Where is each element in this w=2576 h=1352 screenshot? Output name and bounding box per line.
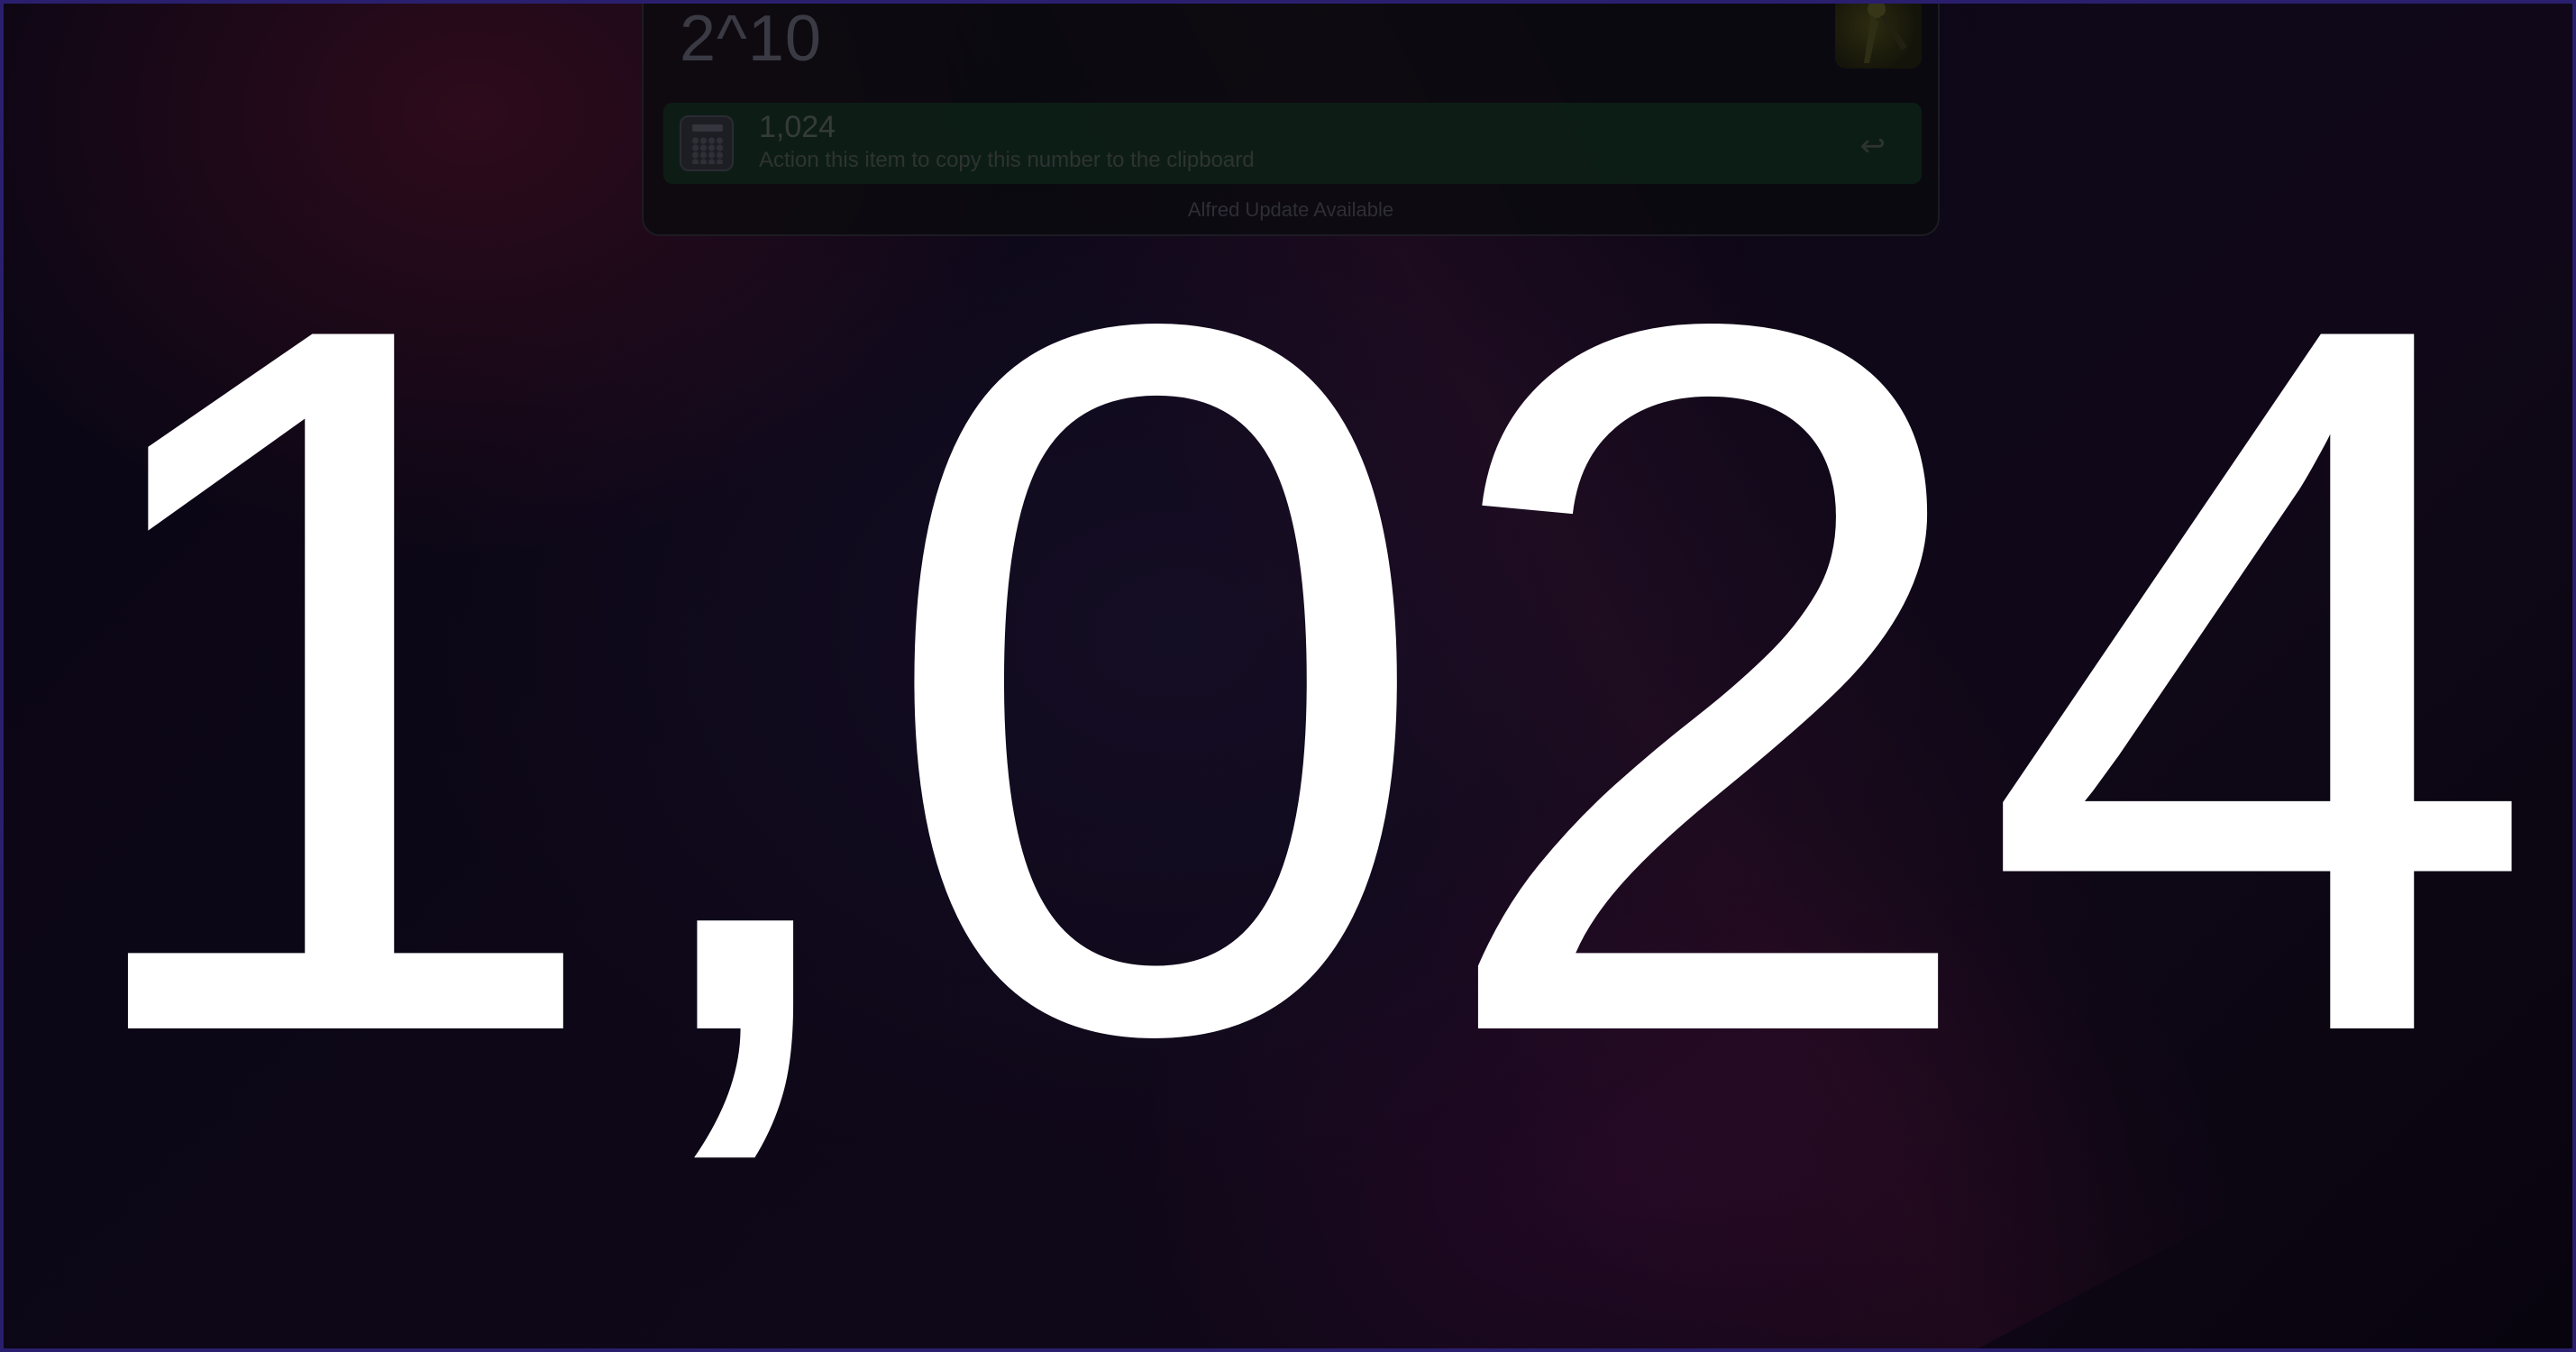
alfred-query-input[interactable]: 2^10: [680, 3, 822, 75]
update-available-link[interactable]: Alfred Update Available: [1187, 198, 1394, 221]
alfred-window: 2^10 1,024 Action this item to copy this…: [642, 3, 1940, 236]
result-subtitle: Action this item to copy this number to …: [759, 148, 1255, 172]
alfred-hat-icon: [1835, 4, 1922, 69]
result-row[interactable]: 1,024 Action this item to copy this numb…: [663, 103, 1922, 184]
large-type-result: 1,024: [50, 115, 2542, 1243]
calculator-icon: [680, 115, 734, 171]
result-title: 1,024: [759, 110, 836, 144]
return-key-icon: ↩: [1859, 129, 1886, 163]
